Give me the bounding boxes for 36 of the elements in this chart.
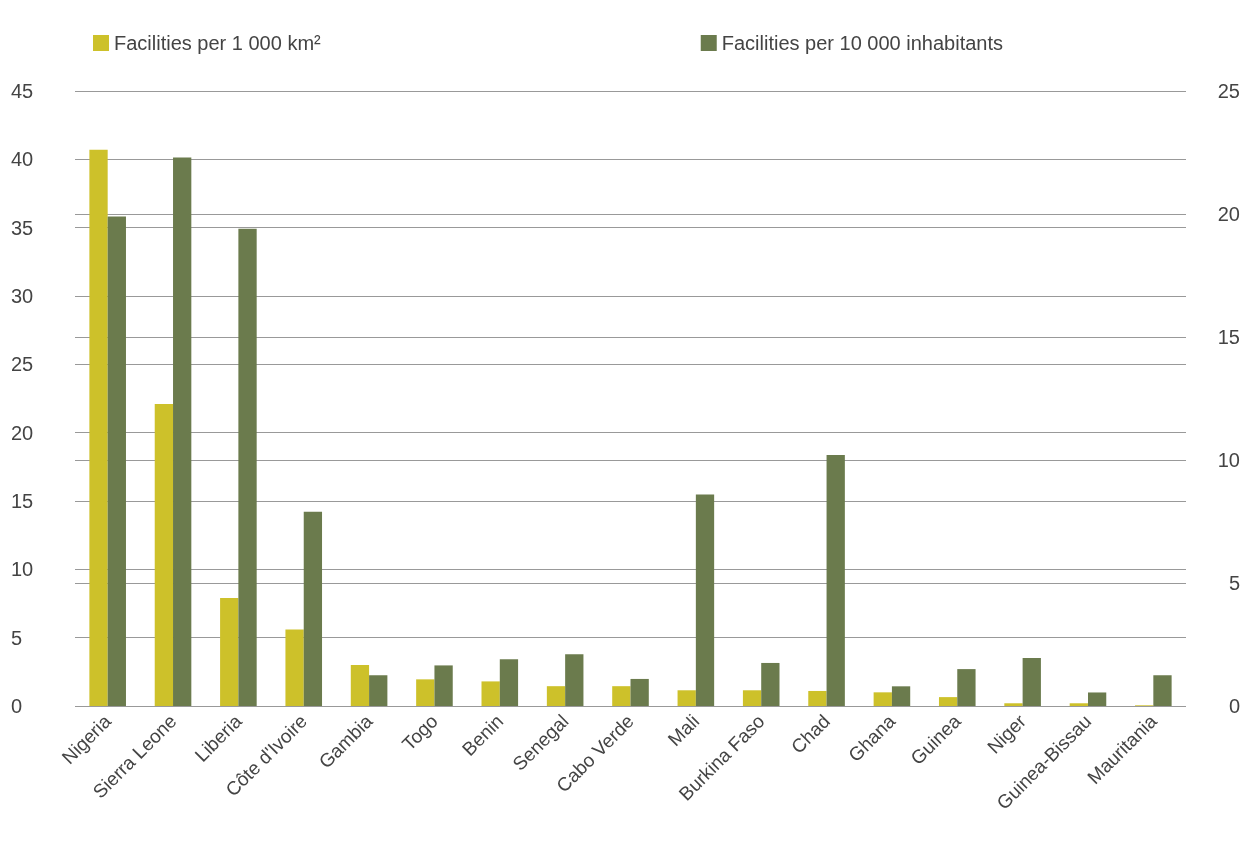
y-tick-label: 10	[11, 558, 34, 581]
x-tick-label: Mali	[663, 710, 704, 751]
y2-tick-label: 10	[1217, 449, 1240, 471]
y2-tick-label: 0	[1228, 695, 1240, 717]
legend-label: Facilities per 1 000 km²	[114, 32, 322, 54]
bar	[695, 494, 715, 706]
bar	[1153, 675, 1172, 706]
bar	[826, 455, 845, 706]
legend-label: Facilities per 10 000 inhabitants	[721, 32, 1004, 54]
bar	[938, 697, 958, 706]
bar	[1022, 658, 1041, 706]
y-tick-label: 30	[11, 285, 34, 307]
bar	[1004, 703, 1023, 706]
y2-tick-label: 15	[1217, 326, 1240, 348]
bar	[1069, 703, 1088, 706]
bar	[957, 669, 976, 706]
bar	[1087, 692, 1107, 706]
y-tick-label: 15	[11, 490, 34, 512]
bar	[303, 511, 323, 706]
y2-tick-label: 5	[1228, 572, 1240, 594]
bar	[808, 690, 827, 706]
bar	[565, 654, 584, 706]
y-tick-label: 35	[11, 216, 34, 239]
bar	[220, 598, 239, 706]
y-tick-label: 40	[11, 148, 34, 171]
y-tick-label: 5	[11, 626, 23, 649]
bar	[761, 662, 780, 706]
y-tick-label: 0	[11, 695, 23, 717]
bar	[677, 690, 696, 706]
bar	[238, 228, 257, 706]
y2-tick-label: 25	[1217, 80, 1240, 102]
y-tick-label: 45	[11, 80, 34, 102]
x-tick-label: Togo	[397, 710, 442, 755]
y-tick-label: 25	[11, 353, 34, 376]
y2-tick-label: 20	[1217, 203, 1240, 225]
y-tick-label: 20	[11, 421, 34, 444]
